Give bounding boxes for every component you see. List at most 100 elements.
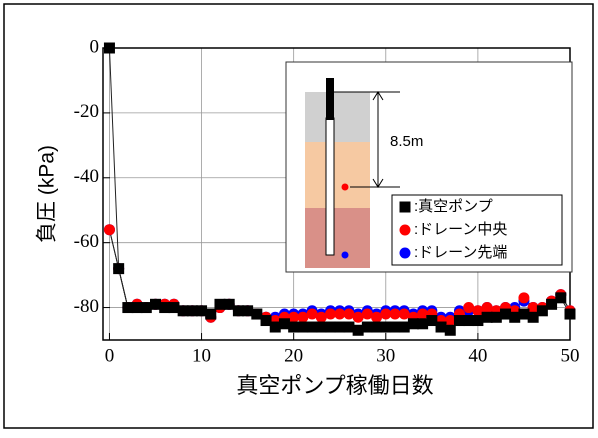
data-point xyxy=(398,321,410,333)
x-axis-label: 真空ポンプ稼働日数 xyxy=(236,373,433,398)
x-tick-label: 30 xyxy=(376,345,395,366)
data-point xyxy=(380,308,392,320)
data-point xyxy=(103,42,115,54)
data-point xyxy=(509,311,521,323)
data-point xyxy=(463,302,475,314)
sensor xyxy=(341,251,349,259)
annotation: 8.5m xyxy=(390,133,423,150)
data-point xyxy=(453,315,465,327)
layer xyxy=(305,208,370,268)
data-point xyxy=(361,308,373,320)
data-point xyxy=(518,292,530,304)
data-point xyxy=(389,308,401,320)
y-tick-label: -80 xyxy=(74,296,99,317)
data-point xyxy=(527,302,539,314)
data-point xyxy=(564,308,576,320)
data-point xyxy=(315,321,327,333)
data-point xyxy=(334,308,346,320)
data-point xyxy=(417,318,429,330)
data-point xyxy=(343,308,355,320)
sensor xyxy=(341,183,349,191)
data-point xyxy=(417,308,429,320)
data-point xyxy=(407,318,419,330)
data-point xyxy=(140,302,152,314)
data-point xyxy=(380,321,392,333)
x-tick-label: 50 xyxy=(561,345,580,366)
x-tick-label: 0 xyxy=(105,345,115,366)
data-point xyxy=(150,298,162,310)
legend-label: :ドレーン先端 xyxy=(414,244,507,261)
y-tick-label: -60 xyxy=(74,231,99,252)
data-point xyxy=(288,311,300,323)
data-point xyxy=(103,224,115,236)
data-point xyxy=(251,308,263,320)
data-point xyxy=(352,311,364,323)
data-point xyxy=(343,321,355,333)
data-point xyxy=(463,315,475,327)
data-point xyxy=(555,292,567,304)
data-point xyxy=(444,315,456,327)
data-point xyxy=(518,308,530,320)
data-point xyxy=(472,305,484,317)
data-point xyxy=(389,321,401,333)
data-point xyxy=(444,324,456,336)
data-point xyxy=(177,305,189,317)
data-point xyxy=(232,305,244,317)
data-point xyxy=(472,315,484,327)
data-point xyxy=(490,311,502,323)
arrow-head xyxy=(372,91,384,188)
y-tick-label: 0 xyxy=(90,36,100,57)
inset: 8.5m :真空ポンプ:ドレーン中央:ドレーン先端 xyxy=(285,61,573,273)
data-point xyxy=(361,321,373,333)
data-point xyxy=(214,298,226,310)
data-point xyxy=(325,321,337,333)
data-point xyxy=(481,302,493,314)
y-tick-label: -40 xyxy=(74,166,99,187)
data-point xyxy=(223,298,235,310)
data-point xyxy=(122,302,134,314)
data-point xyxy=(242,305,254,317)
data-point xyxy=(536,305,548,317)
legend-marker xyxy=(399,201,411,213)
data-point xyxy=(315,311,327,323)
layer xyxy=(305,142,370,208)
data-point xyxy=(426,315,438,327)
x-tick-label: 20 xyxy=(284,345,303,366)
data-point xyxy=(288,321,300,333)
x-tick-label: 10 xyxy=(192,345,211,366)
data-point xyxy=(297,321,309,333)
data-point xyxy=(371,311,383,323)
data-point xyxy=(325,308,337,320)
data-point xyxy=(278,318,290,330)
y-axis-label: 負圧 (kPa) xyxy=(36,145,59,243)
data-point xyxy=(186,305,198,317)
legend-marker xyxy=(399,224,411,236)
data-point xyxy=(500,308,512,320)
data-point xyxy=(306,308,318,320)
data-point xyxy=(546,298,558,310)
data-point xyxy=(398,308,410,320)
data-point xyxy=(159,302,171,314)
data-point xyxy=(113,263,125,275)
y-tick-label: -20 xyxy=(74,101,99,122)
data-point xyxy=(260,315,272,327)
data-point xyxy=(352,324,364,336)
pipe-top xyxy=(326,78,334,120)
data-point xyxy=(481,311,493,323)
data-point xyxy=(435,321,447,333)
data-point xyxy=(131,302,143,314)
data-point xyxy=(196,305,208,317)
x-tick-label: 40 xyxy=(468,345,487,366)
data-point xyxy=(527,311,539,323)
data-point xyxy=(306,321,318,333)
data-point xyxy=(297,311,309,323)
data-point xyxy=(168,302,180,314)
legend-marker xyxy=(399,247,411,259)
drain-pipe xyxy=(325,117,335,256)
data-point xyxy=(371,321,383,333)
legend-label: :真空ポンプ xyxy=(414,197,493,215)
data-point xyxy=(334,321,346,333)
data-point xyxy=(269,321,281,333)
legend-box xyxy=(391,194,563,266)
